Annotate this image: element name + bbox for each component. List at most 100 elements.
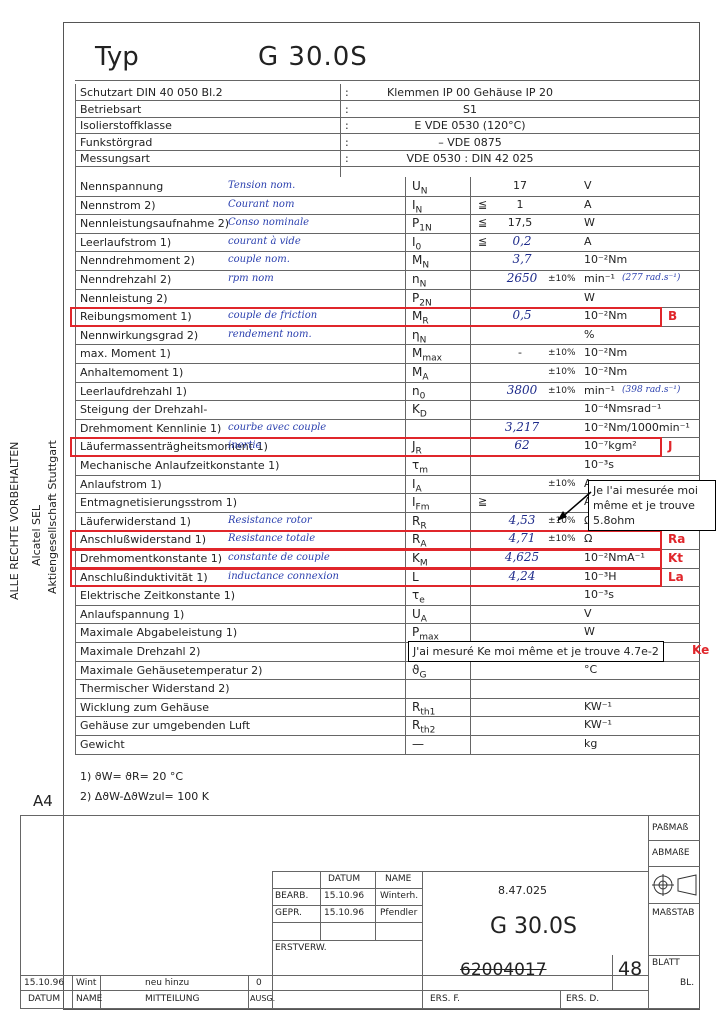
tb-label: ERS. F.: [430, 994, 460, 1004]
symbol: ϑG: [412, 662, 427, 680]
symbol: P2N: [412, 290, 432, 308]
rule: [72, 975, 73, 1008]
param-label: Nennleistung 2): [80, 291, 168, 305]
unit: W: [584, 625, 595, 639]
tb-label: GEPR.: [275, 908, 302, 918]
symbol-sub: R: [415, 446, 422, 457]
tb-label: BL.: [680, 978, 695, 988]
param-label: Anhaltemoment 1): [80, 366, 184, 379]
tolerance: ±10%: [548, 274, 576, 284]
general-label: Messungsart: [80, 152, 150, 165]
param-label: Steigung der Drehzahl-: [80, 403, 208, 417]
handwritten-note: Resistance rotor: [228, 514, 312, 526]
side-text: ALLE RECHTE VORBEHALTEN: [8, 441, 21, 600]
symbol-sub: 0: [415, 242, 422, 253]
tolerance: ±10%: [548, 534, 576, 545]
tb-head: DATUM: [328, 874, 361, 884]
row-rule: [75, 133, 700, 134]
callout: J'ai mesuré Ke moi même et je trouve 4.7…: [408, 641, 664, 662]
rule: [20, 1008, 700, 1009]
symbol: Mmax: [412, 346, 442, 364]
unit: V: [584, 179, 592, 192]
flag-label: B: [668, 309, 678, 324]
general-label: Betriebsart: [80, 102, 142, 116]
param-label: Mechanische Anlaufzeitkonstante 1): [80, 459, 280, 472]
handwritten-note: rpm nom: [228, 273, 274, 284]
value: 17,5: [507, 216, 533, 230]
symbol: τm: [412, 458, 429, 476]
handwritten-note: Conso nominale: [228, 217, 310, 229]
unit: A: [584, 197, 592, 211]
param-label: Leerlaufstrom 1): [80, 235, 172, 249]
symbol-sub: max: [422, 353, 442, 364]
symbol: KD: [412, 402, 427, 420]
param-label: Nenndrehmoment 2): [80, 254, 195, 268]
symbol: IN: [412, 197, 423, 215]
unit: °C: [584, 662, 598, 676]
symbol: n0: [412, 383, 426, 401]
unit: KW⁻¹: [584, 718, 612, 732]
rule: [560, 990, 561, 1008]
doc-title: Typ: [95, 42, 139, 72]
callout-arrow: [557, 491, 592, 521]
param-label: Nennleistungsaufnahme 2): [80, 217, 230, 231]
symbol: UA: [412, 606, 427, 625]
rule: [375, 871, 376, 940]
tb-label: PAßMAß: [652, 823, 689, 833]
symbol-sub: N: [422, 260, 430, 271]
symbol: nN: [412, 272, 427, 290]
tb-label: MAßSTAB: [652, 908, 695, 918]
handwritten-note: couple nom.: [228, 254, 290, 266]
param-label: Läuferwiderstand 1): [80, 514, 191, 528]
operator: ≦: [478, 216, 488, 230]
row-rule: [75, 623, 700, 625]
rule: [272, 871, 273, 1008]
param-label: Gewicht: [80, 738, 125, 751]
tolerance: ±10%: [548, 515, 576, 526]
handwritten-note: Courant nom: [228, 198, 295, 210]
symbol: L: [412, 569, 419, 584]
param-label: Reibungsmoment 1): [80, 310, 192, 324]
symbol-sub: m: [419, 465, 429, 476]
symbol: JR: [412, 439, 422, 457]
row-rule: [75, 511, 700, 513]
rev-head: MITTEILUNG: [145, 994, 200, 1004]
unit: 10⁻⁴Nmsrad⁻¹: [584, 402, 662, 416]
footnote: 2) ΔϑW-ΔϑWzul= 100 K: [80, 790, 209, 803]
param-label: Anschlußinduktivität 1): [80, 570, 208, 584]
tb-head: NAME: [385, 874, 412, 884]
symbol-sub: N: [419, 335, 427, 346]
tb-label: ERS. D.: [566, 994, 600, 1004]
symbol-sub: N: [415, 204, 423, 215]
tolerance: ±10%: [548, 348, 576, 359]
rule: [248, 975, 249, 1008]
symbol: I0: [412, 234, 422, 253]
flag-label: Ke: [692, 643, 710, 657]
row-rule: [75, 195, 700, 197]
rule: [320, 871, 321, 940]
handwritten-value: 4,71: [508, 531, 536, 546]
row-rule: [75, 642, 700, 643]
col-rule: [470, 177, 471, 754]
rule: [20, 815, 700, 816]
symbol-sub: th2: [420, 725, 436, 736]
param-label: Elektrische Zeitkonstante 1): [80, 589, 236, 603]
separator: :: [345, 152, 349, 165]
handwritten-note: courant à vide: [228, 235, 301, 247]
flag-label: Ra: [668, 532, 686, 547]
unit: 10⁻³H: [584, 569, 617, 583]
symbol-sub: Fm: [415, 502, 430, 513]
doc-model: G 30.0S: [258, 42, 368, 72]
tb-value: 15.10.96: [324, 891, 365, 901]
tolerance: ±10%: [548, 385, 576, 396]
symbol: Rth1: [412, 699, 436, 718]
rule: [422, 871, 423, 1008]
unit: W: [584, 290, 595, 304]
row-rule: [75, 149, 700, 151]
tb-label: ABMAßE: [652, 848, 690, 858]
handwritten-value: 4,24: [508, 568, 536, 583]
row-rule: [75, 214, 700, 216]
rev-cell: 0: [256, 978, 262, 988]
rule: [648, 903, 700, 904]
param-label: Anlaufstrom 1): [80, 477, 162, 491]
